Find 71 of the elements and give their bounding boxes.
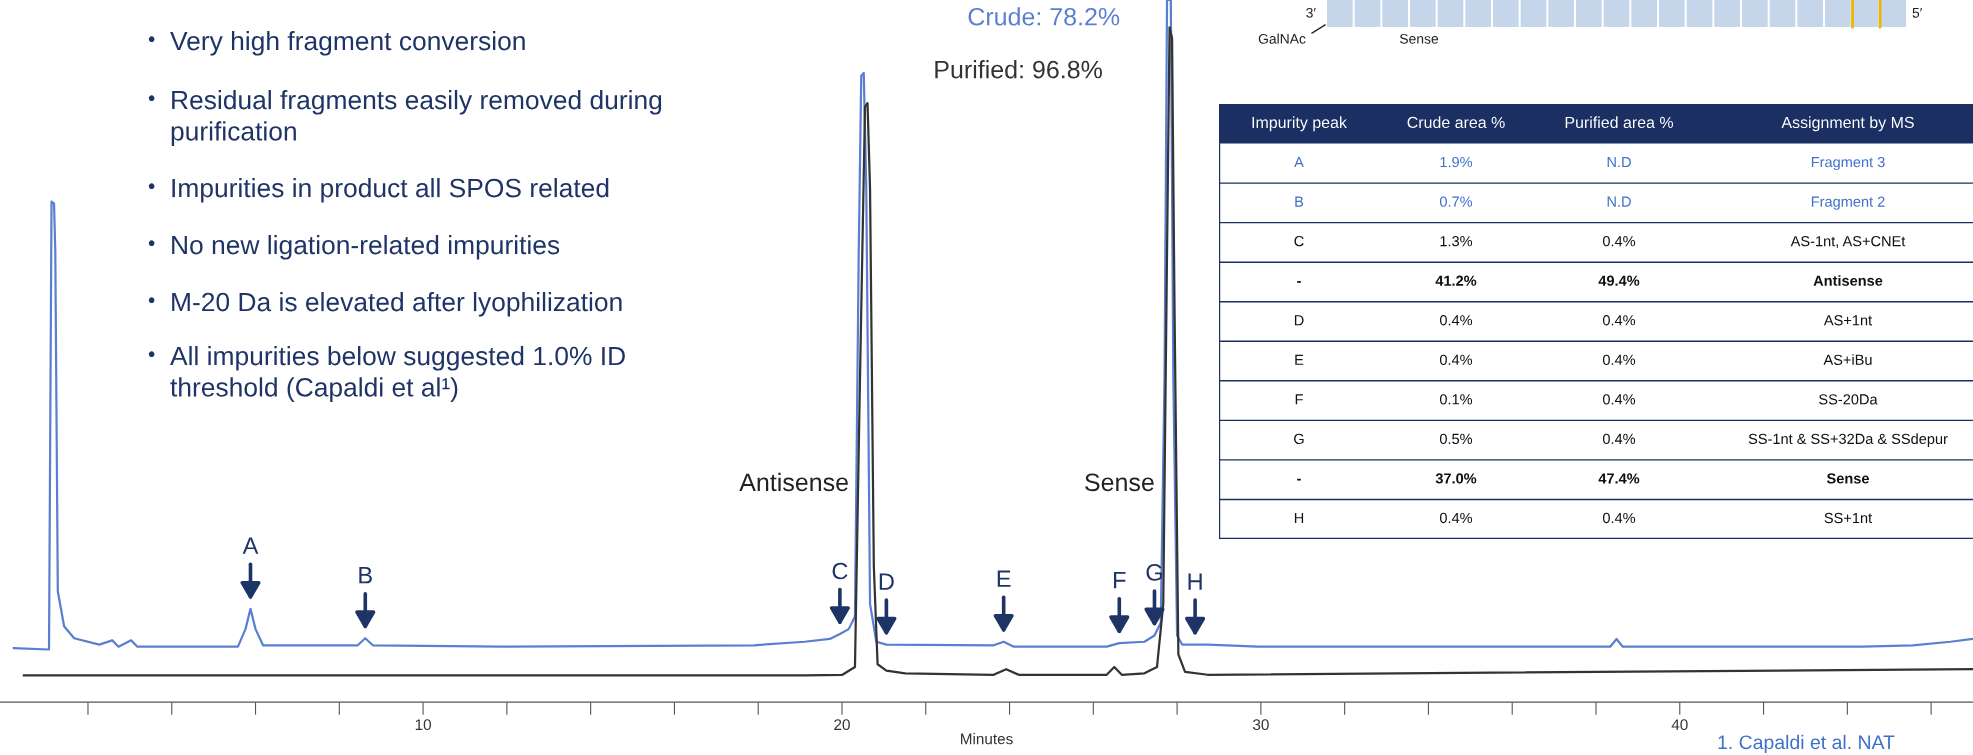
annotation: 0.4%	[1602, 394, 1636, 405]
annotation: D	[1294, 315, 1304, 326]
annotation: B	[359, 567, 372, 584]
annotation: 37.0%	[1435, 473, 1477, 484]
annotation: GalNAc	[1258, 33, 1306, 44]
annotation: Sense	[1085, 473, 1154, 492]
annotation: 0.4%	[1602, 236, 1636, 247]
text: 1. Capaldi et al. NAT	[1718, 734, 1895, 753]
annotation: F	[1295, 394, 1303, 405]
annotation: Antisense	[739, 472, 848, 492]
annotation: Sense	[1399, 33, 1439, 44]
annotation: D	[879, 573, 894, 590]
annotation: E	[997, 570, 1011, 587]
annotation: 0.5%	[1439, 433, 1473, 445]
annotation: 47.4%	[1598, 473, 1640, 484]
x-tick-label: 20	[834, 719, 850, 731]
annotation: A	[242, 537, 259, 554]
annotation: • Residual fragments easily removed during purification	[148, 90, 662, 146]
annotation: G	[1294, 433, 1304, 445]
annotation: N.D	[1607, 157, 1631, 168]
annotation: Crude area %	[1407, 116, 1505, 129]
annotation: 5′	[1912, 8, 1923, 18]
annotation: SS-20Da	[1819, 394, 1878, 405]
annotation: SS-1nt & SS+32Da & SSdepur	[1748, 433, 1948, 447]
annotation: 0.4%	[1439, 315, 1473, 326]
text: Purified: 96.8%	[935, 60, 1102, 79]
annotation: Fragment 3	[1811, 156, 1885, 171]
annotation: Sense	[1826, 473, 1869, 484]
series-label: Crude: 78.2%	[968, 7, 1120, 26]
annotation: 0.4%	[1439, 354, 1473, 365]
annotation: -	[1297, 478, 1301, 481]
annotation: SS+1nt	[1824, 512, 1873, 524]
x-tick-label: 40	[1671, 719, 1688, 731]
annotation: C	[832, 562, 848, 580]
annotation: N.D	[1607, 196, 1631, 207]
annotation: H	[1188, 573, 1202, 590]
x-tick-label: 30	[1252, 719, 1269, 731]
annotation: 0.4%	[1602, 512, 1636, 524]
annotation: 3′	[1306, 7, 1316, 18]
annotation: 0.4%	[1602, 354, 1636, 365]
annotation: AS+1nt	[1823, 315, 1873, 326]
annotation: • No new ligation-related impurities	[148, 235, 560, 260]
annotation: 0.1%	[1439, 394, 1473, 405]
annotation: Impurity peak	[1252, 116, 1347, 132]
x-tick-label: 10	[415, 719, 431, 731]
annotation: Antisense	[1813, 275, 1883, 286]
annotation: 41.2%	[1435, 275, 1477, 286]
annotation: A	[1294, 157, 1304, 168]
annotation: 0.4%	[1602, 315, 1636, 326]
annotation: • Very high fragment conversion	[148, 31, 525, 56]
annotation: 0.4%	[1439, 512, 1473, 524]
annotation: E	[1295, 354, 1304, 365]
annotation: 0.4%	[1602, 433, 1636, 445]
x-axis-title: Minutes	[961, 733, 1013, 745]
annotation: • All impurities below suggested 1.0% ID threshold (Capaldi et al¹)	[148, 346, 625, 402]
annotation: AS-1nt, AS+CNEt	[1790, 236, 1906, 249]
annotation: Purified area %	[1565, 116, 1674, 129]
annotation: 0.7%	[1439, 196, 1473, 207]
annotation: • Impurities in product all SPOS related	[148, 178, 609, 203]
annotation: • M-20 Da is elevated after lyophilization	[148, 292, 622, 317]
annotation: Fragment 2	[1811, 196, 1885, 210]
annotation: AS+iBu	[1823, 354, 1872, 365]
annotation: C	[1294, 236, 1304, 247]
annotation: F	[1114, 572, 1126, 589]
annotation: Assignment by MS	[1781, 116, 1914, 132]
annotation: 49.4%	[1598, 275, 1640, 286]
annotation: -	[1297, 281, 1301, 283]
annotation: 1.9%	[1440, 156, 1473, 168]
annotation: 1.3%	[1440, 236, 1473, 247]
annotation: H	[1294, 512, 1304, 523]
annotation: B	[1295, 196, 1304, 207]
